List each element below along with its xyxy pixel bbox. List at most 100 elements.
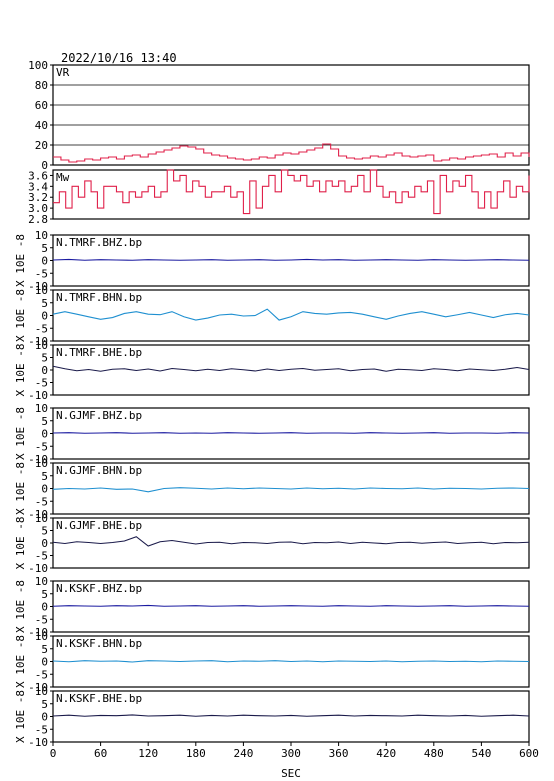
timestamp: 2022/10/16 13:40 <box>61 51 177 65</box>
y-tick-label: -5 <box>35 613 48 626</box>
x-tick-label: 300 <box>281 747 301 760</box>
y-tick-label: 10 <box>35 284 48 297</box>
y-tick-label: 100 <box>28 59 48 72</box>
y-tick-label: -10 <box>28 508 48 521</box>
y-tick-label: 0 <box>41 255 48 268</box>
y-tick-label: -10 <box>28 335 48 348</box>
y-axis-label: X 10E -8 <box>14 344 27 397</box>
y-axis-label: X 10E -8 <box>14 690 27 743</box>
y-axis-label: X 10E -8 <box>14 580 27 633</box>
y-tick-label: 80 <box>35 79 48 92</box>
y-tick-label: 0 <box>41 428 48 441</box>
y-tick-label: 0 <box>41 601 48 614</box>
y-tick-label: 10 <box>35 229 48 242</box>
y-tick-label: -5 <box>35 440 48 453</box>
series-line-n-tmrf-bhn-bp <box>52 308 530 321</box>
panel-label-mw: Mw <box>56 171 70 184</box>
series-line-n-gjmf-bhz-bp <box>52 432 530 434</box>
y-tick-label: 5 <box>41 643 48 656</box>
y-tick-label: 20 <box>35 139 48 152</box>
series-line-n-kskf-bhn-bp <box>52 660 530 663</box>
x-tick-label: 540 <box>471 747 491 760</box>
y-tick-label: 3.0 <box>28 202 48 215</box>
y-tick-label: 5 <box>41 415 48 428</box>
y-tick-label: -5 <box>35 377 48 390</box>
y-tick-label: -5 <box>35 267 48 280</box>
y-tick-label: 5 <box>41 698 48 711</box>
series-line-n-gjmf-bhn-bp <box>52 487 530 493</box>
y-tick-label: 10 <box>35 685 48 698</box>
x-tick-label: 120 <box>138 747 158 760</box>
series-line-n-kskf-bhz-bp <box>52 604 530 607</box>
panel-label-n-gjmf-bhe-bp: N.GJMF.BHE.bp <box>56 519 142 532</box>
panel-label-n-kskf-bhn-bp: N.KSKF.BHN.bp <box>56 637 142 650</box>
y-tick-label: -5 <box>35 495 48 508</box>
y-tick-label: 5 <box>41 470 48 483</box>
y-tick-label: 3.6 <box>28 169 48 182</box>
x-axis-label: SEC <box>281 767 301 780</box>
panel-label-n-tmrf-bhn-bp: N.TMRF.BHN.bp <box>56 291 142 304</box>
x-tick-label: 0 <box>50 747 57 760</box>
y-tick-label: 10 <box>35 630 48 643</box>
y-tick-label: 3.4 <box>28 180 48 193</box>
panel-label-n-kskf-bhz-bp: N.KSKF.BHZ.bp <box>56 582 142 595</box>
series-line-n-gjmf-bhe-bp <box>52 536 530 547</box>
y-tick-label: -10 <box>28 389 48 402</box>
x-tick-label: 420 <box>376 747 396 760</box>
series-line-n-tmrf-bhe-bp <box>52 365 530 372</box>
x-tick-label: 360 <box>329 747 349 760</box>
y-axis-label: X 10E -8 <box>14 517 27 570</box>
y-tick-label: 60 <box>35 99 48 112</box>
y-tick-label: 5 <box>41 242 48 255</box>
x-tick-label: 180 <box>186 747 206 760</box>
y-tick-label: -10 <box>28 626 48 639</box>
y-tick-label: -10 <box>28 562 48 575</box>
y-tick-label: 0 <box>41 483 48 496</box>
x-tick-label: 600 <box>519 747 539 760</box>
y-tick-label: 5 <box>41 297 48 310</box>
y-tick-label: -10 <box>28 681 48 694</box>
y-axis-label: X 10E -8 <box>14 635 27 688</box>
y-tick-label: 5 <box>41 352 48 365</box>
y-tick-label: -5 <box>35 723 48 736</box>
y-tick-label: 0 <box>41 711 48 724</box>
panel-label-n-gjmf-bhn-bp: N.GJMF.BHN.bp <box>56 464 142 477</box>
series-line-mw <box>53 169 530 215</box>
x-tick-label: 480 <box>424 747 444 760</box>
series-line-n-kskf-bhe-bp <box>52 714 530 717</box>
y-tick-label: 10 <box>35 512 48 525</box>
y-tick-label: 0 <box>41 364 48 377</box>
x-tick-label: 240 <box>233 747 253 760</box>
y-tick-label: -10 <box>28 736 48 749</box>
y-tick-label: 0 <box>41 656 48 669</box>
y-axis-label: X 10E -8 <box>14 234 27 287</box>
y-axis-label: X 10E -8 <box>14 462 27 515</box>
y-tick-label: 10 <box>35 575 48 588</box>
y-tick-label: -5 <box>35 668 48 681</box>
y-tick-label: -10 <box>28 453 48 466</box>
y-tick-label: 2.8 <box>28 213 48 226</box>
y-tick-label: -5 <box>35 550 48 563</box>
y-axis-label: X 10E -8 <box>14 407 27 460</box>
panel-label-n-tmrf-bhz-bp: N.TMRF.BHZ.bp <box>56 236 142 249</box>
y-tick-label: -5 <box>35 322 48 335</box>
panel-label-n-tmrf-bhe-bp: N.TMRF.BHE.bp <box>56 346 142 359</box>
panel-label-n-kskf-bhe-bp: N.KSKF.BHE.bp <box>56 692 142 705</box>
y-tick-label: 5 <box>41 525 48 538</box>
panel-label-n-gjmf-bhz-bp: N.GJMF.BHZ.bp <box>56 409 142 422</box>
y-tick-label: 0 <box>41 159 48 172</box>
y-tick-label: 10 <box>35 457 48 470</box>
y-tick-label: -10 <box>28 280 48 293</box>
series-line-vr <box>53 143 530 163</box>
y-tick-label: 0 <box>41 537 48 550</box>
y-tick-label: 5 <box>41 588 48 601</box>
y-tick-label: 3.2 <box>28 191 48 204</box>
y-tick-label: 0 <box>41 310 48 323</box>
y-tick-label: 10 <box>35 339 48 352</box>
panel-frame-mw <box>52 169 530 220</box>
x-tick-label: 60 <box>94 747 107 760</box>
panel-frame-vr <box>52 64 530 166</box>
panel-label-vr: VR <box>56 66 70 79</box>
series-line-n-tmrf-bhz-bp <box>52 258 530 261</box>
